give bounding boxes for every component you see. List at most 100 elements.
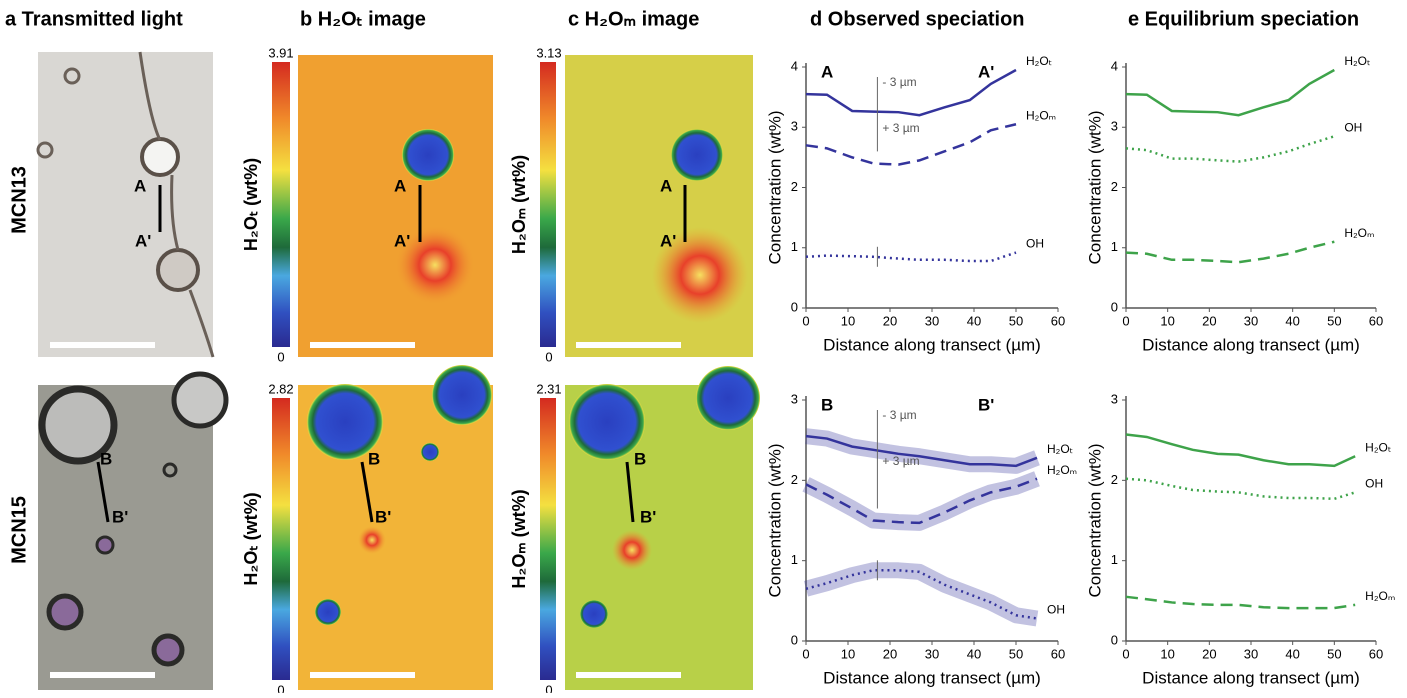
- x-axis-label: Distance along transect (µm): [1142, 335, 1360, 354]
- colorbar-label: H₂Oₜ (wt%): [241, 158, 261, 251]
- series-label: H₂Oₜ: [1026, 54, 1052, 68]
- row-label: MCN15: [8, 496, 30, 564]
- x-tick-label: 0: [1122, 646, 1129, 661]
- uncertainty-band: [805, 428, 1040, 474]
- series-line: [805, 569, 1038, 620]
- y-tick-label: 0: [791, 299, 798, 314]
- colorbar: [540, 398, 556, 680]
- annotation: + 3 µm: [882, 454, 919, 468]
- x-axis-label: Distance along transect (µm): [1142, 668, 1360, 687]
- x-tick-label: 0: [802, 313, 809, 328]
- crack: [138, 51, 215, 358]
- x-tick-label: 30: [925, 646, 939, 661]
- x-tick-label: 40: [1285, 646, 1299, 661]
- x-tick-label: 40: [967, 313, 981, 328]
- colorbar-max: 3.91: [268, 45, 293, 60]
- series-line: [1125, 240, 1335, 264]
- series-line: [805, 123, 1017, 166]
- y-tick-label: 3: [791, 391, 798, 406]
- x-tick-label: 60: [1051, 313, 1065, 328]
- transect-label: A': [135, 231, 151, 250]
- x-axis-label: Distance along transect (µm): [823, 668, 1041, 687]
- x-tick-label: 60: [1369, 646, 1383, 661]
- bubble: [156, 248, 200, 292]
- x-tick-label: 30: [1244, 313, 1258, 328]
- y-tick-label: 2: [791, 472, 798, 487]
- x-tick-label: 50: [1009, 646, 1023, 661]
- transect-label: B': [375, 507, 391, 526]
- annotation: B': [978, 395, 994, 414]
- y-tick-label: 0: [1111, 632, 1118, 647]
- bubble: [171, 371, 229, 429]
- y-tick-label: 4: [1111, 58, 1118, 73]
- x-tick-label: 40: [1285, 313, 1299, 328]
- bubble: [696, 366, 760, 430]
- y-tick-label: 2: [1111, 472, 1118, 487]
- x-tick-label: 40: [967, 646, 981, 661]
- bubble: [671, 129, 723, 181]
- x-tick-label: 10: [841, 646, 855, 661]
- transect-label: B: [634, 449, 646, 468]
- colorbar-label: H₂Oₘ (wt%): [509, 489, 529, 588]
- transect-label: B': [640, 507, 656, 526]
- y-axis-label: Concentration (wt%): [765, 110, 784, 264]
- x-tick-label: 20: [883, 646, 897, 661]
- series-label: H₂Oₜ: [1344, 54, 1370, 68]
- bubble: [421, 443, 439, 461]
- bubble: [63, 67, 81, 85]
- series-line: [805, 477, 1038, 525]
- y-tick-label: 1: [1111, 552, 1118, 567]
- bubble: [307, 384, 383, 460]
- series-label: OH: [1026, 237, 1044, 251]
- x-tick-label: 60: [1369, 313, 1383, 328]
- y-tick-label: 1: [1111, 239, 1118, 254]
- series-line: [1125, 595, 1356, 610]
- x-tick-label: 0: [1122, 313, 1129, 328]
- y-axis-label: Concentration (wt%): [765, 443, 784, 597]
- colorbar-max: 2.82: [268, 381, 293, 396]
- x-tick-label: 10: [841, 313, 855, 328]
- bubble: [432, 365, 492, 425]
- colorbar-min: 0: [545, 349, 552, 364]
- annotation: A': [978, 62, 994, 81]
- y-tick-label: 2: [791, 179, 798, 194]
- glow: [358, 526, 386, 554]
- column-header: c H₂Oₘ image: [568, 8, 699, 30]
- y-tick-label: 0: [1111, 299, 1118, 314]
- transect-label: B: [368, 449, 380, 468]
- colorbar-min: 0: [277, 349, 284, 364]
- x-tick-label: 30: [925, 313, 939, 328]
- transects: [96, 185, 687, 523]
- bubble: [95, 535, 115, 555]
- transect-label: A': [660, 231, 676, 250]
- bubble: [162, 462, 178, 478]
- y-tick-label: 3: [1111, 391, 1118, 406]
- x-tick-label: 20: [883, 313, 897, 328]
- series-line: [805, 68, 1017, 117]
- glow: [612, 530, 652, 570]
- y-tick-label: 2: [1111, 179, 1118, 194]
- colorbar: [272, 398, 290, 680]
- annotation: - 3 µm: [882, 75, 916, 89]
- x-tick-label: 0: [802, 646, 809, 661]
- colorbar-min: 0: [277, 682, 284, 693]
- x-tick-label: 50: [1327, 646, 1341, 661]
- transect-label: A': [394, 231, 410, 250]
- annotation: A: [821, 62, 833, 81]
- series-label: H₂Oₘ: [1344, 226, 1374, 240]
- transect-label: A: [394, 176, 406, 195]
- series-label: OH: [1344, 120, 1362, 134]
- colorbar-label: H₂Oₜ (wt%): [241, 492, 261, 585]
- y-tick-label: 3: [1111, 119, 1118, 134]
- colorbar: [272, 62, 290, 347]
- transect-label: B: [100, 449, 112, 468]
- series-line: [805, 434, 1038, 468]
- x-tick-label: 60: [1051, 646, 1065, 661]
- glow: [395, 225, 475, 305]
- glow: [652, 227, 748, 323]
- colorbar-max: 2.31: [536, 381, 561, 396]
- x-tick-label: 10: [1160, 646, 1174, 661]
- series-label: OH: [1047, 603, 1065, 617]
- scale-bars: [50, 342, 681, 678]
